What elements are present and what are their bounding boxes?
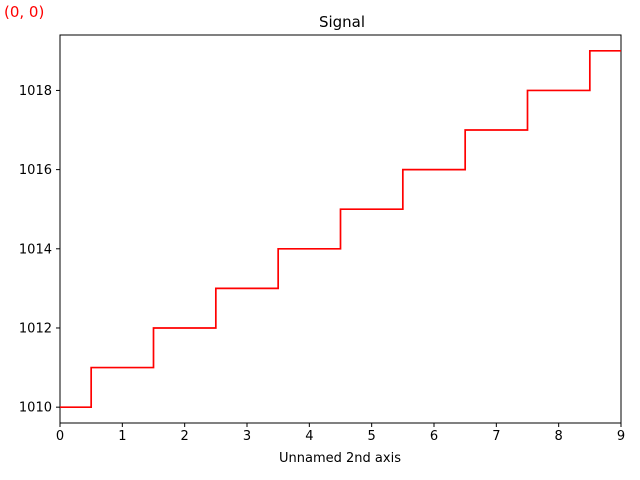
signal-series-line <box>60 49 621 409</box>
plot-area: 0 1 2 3 4 5 6 7 8 9 1010 1012 1014 1016 1018 <box>19 34 625 444</box>
x-tick-label: 9 <box>617 429 625 444</box>
x-tick-label: 6 <box>430 429 438 444</box>
x-tick-label: 0 <box>56 429 64 444</box>
x-axis-label: Unnamed 2nd axis <box>279 451 401 466</box>
y-tick-label: 1016 <box>19 163 52 178</box>
x-tick-label: 3 <box>243 429 251 444</box>
coordinate-readout: (0, 0) <box>4 3 45 21</box>
x-tick-label: 8 <box>555 429 563 444</box>
y-tick-label: 1010 <box>19 401 52 416</box>
x-tick-label: 2 <box>181 429 189 444</box>
y-tick-label: 1012 <box>19 321 52 336</box>
plot-frame <box>59 34 622 424</box>
x-tick-label: 4 <box>305 429 313 444</box>
y-tick-label: 1018 <box>19 84 52 99</box>
x-tick-label: 1 <box>118 429 126 444</box>
y-tick-label: 1014 <box>19 242 52 257</box>
x-tick-label: 7 <box>492 429 500 444</box>
x-axis: 0 1 2 3 4 5 6 7 8 9 <box>56 423 625 444</box>
y-axis: 1010 1012 1014 1016 1018 <box>19 84 60 416</box>
x-tick-label: 5 <box>368 429 376 444</box>
chart-title: Signal <box>319 13 365 31</box>
